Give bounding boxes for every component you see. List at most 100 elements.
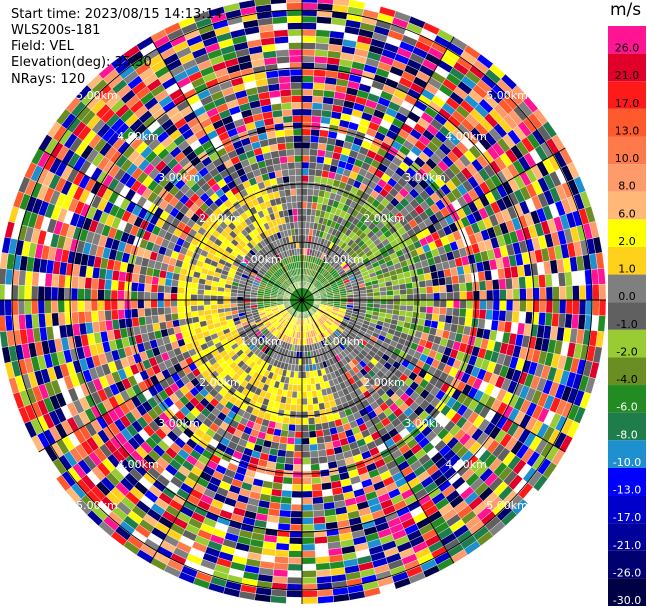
radar-gate: [197, 288, 205, 296]
radar-gate: [0, 283, 6, 301]
radar-gate: [286, 148, 295, 157]
radar-gate: [445, 307, 454, 316]
radar-gate: [286, 0, 303, 4]
radar-gate: [519, 299, 527, 312]
radar-gate: [314, 423, 323, 431]
radar-gate: [24, 299, 32, 315]
radar-gate: [216, 303, 225, 310]
radar-gate: [183, 287, 192, 295]
radar-gate: [282, 476, 293, 485]
radar-gate: [288, 417, 296, 425]
radar-gate: [281, 489, 293, 498]
radar-gate: [292, 477, 303, 485]
radar-gate: [412, 305, 421, 313]
radar-gate: [301, 135, 311, 143]
radar-gate: [117, 299, 125, 310]
radar-gate: [301, 42, 316, 50]
radar-gate: [294, 161, 303, 169]
radar-gate: [315, 162, 324, 171]
radar-gate: [57, 287, 65, 301]
radar-gate: [293, 451, 303, 459]
radar-gate: [565, 299, 573, 315]
radar-gate: [315, 555, 330, 564]
radar-gate: [77, 288, 85, 301]
radar-gate: [288, 543, 303, 552]
radar-gate: [282, 416, 290, 425]
radar-gate: [310, 383, 317, 392]
radar-gate: [301, 148, 311, 156]
radar-gate: [393, 299, 401, 306]
radar-gate: [157, 314, 166, 323]
radar-gate: [183, 305, 192, 313]
radar-gate: [291, 108, 303, 116]
radar-gate: [301, 590, 318, 598]
radar-gate: [301, 121, 312, 130]
radar-gate: [564, 313, 573, 329]
radar-gate: [288, 48, 303, 57]
radar-gate: [301, 161, 310, 169]
radar-gate: [70, 287, 79, 301]
radar-gate: [312, 509, 325, 518]
radar-gate: [286, 202, 293, 210]
radar-gate: [301, 424, 310, 432]
radar-gate: [287, 430, 296, 439]
radar-gate: [308, 175, 316, 183]
radar-gate: [301, 351, 306, 359]
radar-gate: [301, 451, 311, 459]
radar-gate: [186, 553, 203, 566]
radar-gate: [91, 310, 99, 323]
radar-gate: [230, 303, 238, 308]
radar-gate: [130, 308, 139, 319]
radar-gate: [279, 509, 292, 518]
radar-gate: [292, 214, 299, 223]
radar-gate: [287, 22, 303, 30]
radar-gate: [294, 431, 303, 439]
radar-gate: [293, 141, 303, 149]
radar-gate: [453, 299, 461, 309]
radar-gate: [308, 417, 316, 425]
radar-gate: [151, 314, 160, 324]
radar-gate: [164, 278, 173, 287]
radar-gate: [311, 108, 323, 117]
radar-gate: [301, 457, 311, 465]
radar-gate: [399, 304, 407, 312]
radar-gate: [313, 75, 326, 84]
radar-gate: [286, 576, 303, 585]
radar-gate: [177, 299, 185, 307]
radar-gate: [157, 299, 165, 308]
radar-gate: [137, 291, 145, 301]
radar-gate: [308, 423, 316, 432]
radar-gate: [301, 484, 313, 492]
radar-gate: [131, 273, 140, 283]
radar-gate: [278, 149, 288, 158]
radar-gate: [301, 570, 317, 578]
radar-gate: [458, 308, 467, 318]
radar-gate: [287, 563, 303, 571]
radar-gate: [295, 234, 300, 243]
radar-gate: [274, 36, 289, 45]
radar-gate: [309, 142, 319, 150]
radar-gate: [301, 88, 314, 96]
radar-gate: [282, 175, 290, 184]
radar-gate: [236, 296, 244, 301]
radar-gate: [472, 299, 481, 310]
radar-gate: [4, 221, 16, 239]
radar-gate: [301, 517, 314, 525]
radar-gate: [312, 82, 325, 91]
radar-gate: [305, 364, 310, 372]
radar-gate: [288, 557, 303, 565]
radar-gate: [293, 135, 303, 143]
radar-gate: [301, 378, 307, 386]
radar-gate: [17, 284, 26, 301]
radar-gate: [313, 69, 327, 78]
radar-gate: [301, 221, 307, 229]
radar-gate: [366, 299, 374, 304]
radar-gate: [144, 275, 153, 285]
radar-gate: [307, 404, 314, 412]
radar-gate: [498, 310, 507, 322]
radar-gate: [58, 324, 68, 339]
radar-gate: [286, 443, 295, 452]
radar-gate: [275, 136, 286, 145]
radar-gate: [310, 463, 321, 472]
